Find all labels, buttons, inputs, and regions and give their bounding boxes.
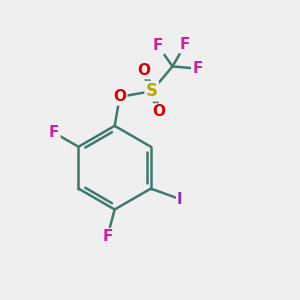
Text: F: F (153, 38, 163, 53)
Text: F: F (102, 229, 112, 244)
Text: O: O (113, 89, 126, 104)
Text: F: F (49, 125, 59, 140)
Text: O: O (138, 63, 151, 78)
Text: I: I (177, 192, 183, 207)
Text: O: O (153, 104, 166, 119)
Text: F: F (192, 61, 203, 76)
Text: S: S (146, 82, 158, 100)
Text: F: F (180, 37, 190, 52)
